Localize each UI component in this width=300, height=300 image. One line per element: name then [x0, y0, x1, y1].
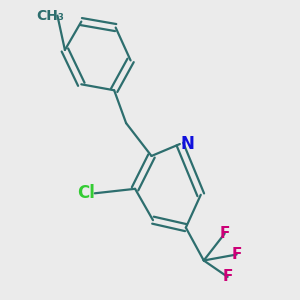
Text: N: N [180, 135, 194, 153]
Text: Cl: Cl [77, 184, 95, 202]
Text: F: F [231, 247, 242, 262]
Text: CH₃: CH₃ [36, 9, 64, 22]
Text: F: F [223, 269, 233, 284]
Text: F: F [220, 226, 230, 241]
